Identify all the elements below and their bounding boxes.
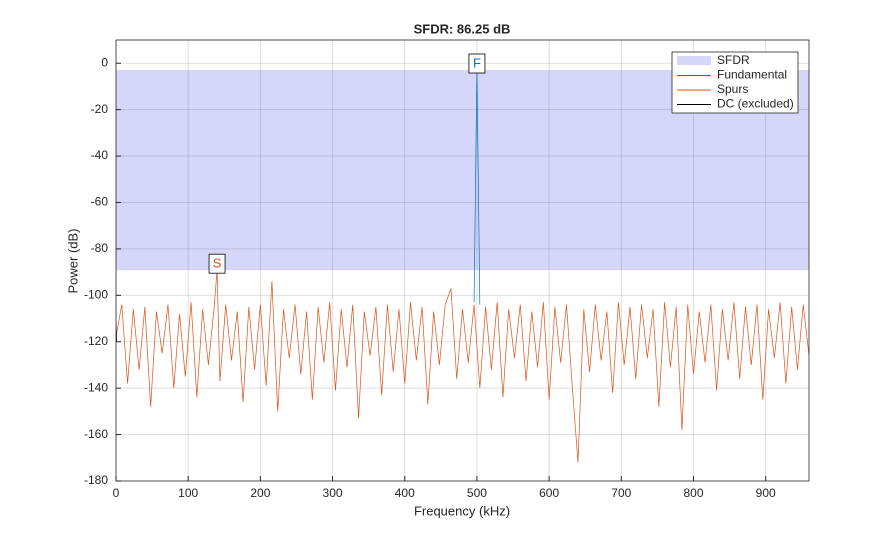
legend-label: DC (excluded) xyxy=(717,97,794,111)
legend-label: Fundamental xyxy=(717,68,787,82)
y-tick-label: -140 xyxy=(84,380,108,394)
x-tick-label: 300 xyxy=(323,486,343,500)
y-tick-label: -20 xyxy=(91,102,109,116)
x-tick-label: 800 xyxy=(683,486,703,500)
axes-box xyxy=(115,39,810,482)
x-tick-label: 600 xyxy=(539,486,559,500)
y-tick-label: -180 xyxy=(84,473,108,487)
y-tick-label: -160 xyxy=(84,427,108,441)
x-tick-label: 900 xyxy=(756,486,776,500)
marker-box xyxy=(468,53,486,74)
marker-label: S xyxy=(213,256,222,271)
y-tick-label: 0 xyxy=(101,55,108,69)
legend-label: Spurs xyxy=(717,82,748,96)
y-tick-label: -60 xyxy=(91,195,109,209)
x-tick-label: 500 xyxy=(467,486,487,500)
marker-box xyxy=(208,253,226,274)
series-line xyxy=(116,270,809,463)
legend-swatch xyxy=(677,56,711,65)
x-tick-label: 700 xyxy=(611,486,631,500)
legend-label: SFDR xyxy=(717,53,750,67)
y-tick-label: -80 xyxy=(91,241,109,255)
y-tick-label: -120 xyxy=(84,334,108,348)
marker-label: F xyxy=(473,55,481,70)
x-tick-label: 0 xyxy=(113,486,120,500)
x-tick-label: 100 xyxy=(178,486,198,500)
y-tick-label: -100 xyxy=(84,287,108,301)
x-tick-label: 200 xyxy=(250,486,270,500)
x-axis-label: Frequency (kHz) xyxy=(414,503,510,518)
y-axis-label: Power (dB) xyxy=(65,228,80,293)
x-tick-label: 400 xyxy=(395,486,415,500)
chart-title: SFDR: 86.25 dB xyxy=(414,21,511,36)
y-tick-label: -40 xyxy=(91,148,109,162)
